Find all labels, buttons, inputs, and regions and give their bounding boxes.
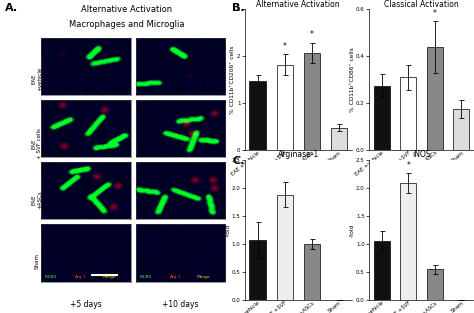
Text: C.: C. <box>232 156 245 167</box>
Text: EAE
+ SVF cells: EAE + SVF cells <box>31 129 42 159</box>
Text: B.: B. <box>232 3 245 13</box>
Text: +10 days: +10 days <box>162 300 199 310</box>
Text: EAE
+ASCs: EAE +ASCs <box>31 191 42 209</box>
Text: A.: A. <box>5 3 18 13</box>
Text: +5 days: +5 days <box>70 300 102 310</box>
Text: Alternative Activation: Alternative Activation <box>81 5 172 14</box>
Text: EAE
+vehicle: EAE +vehicle <box>31 66 42 90</box>
Text: Macrophages and Microglia: Macrophages and Microglia <box>69 20 184 29</box>
Text: Sham: Sham <box>34 253 39 269</box>
